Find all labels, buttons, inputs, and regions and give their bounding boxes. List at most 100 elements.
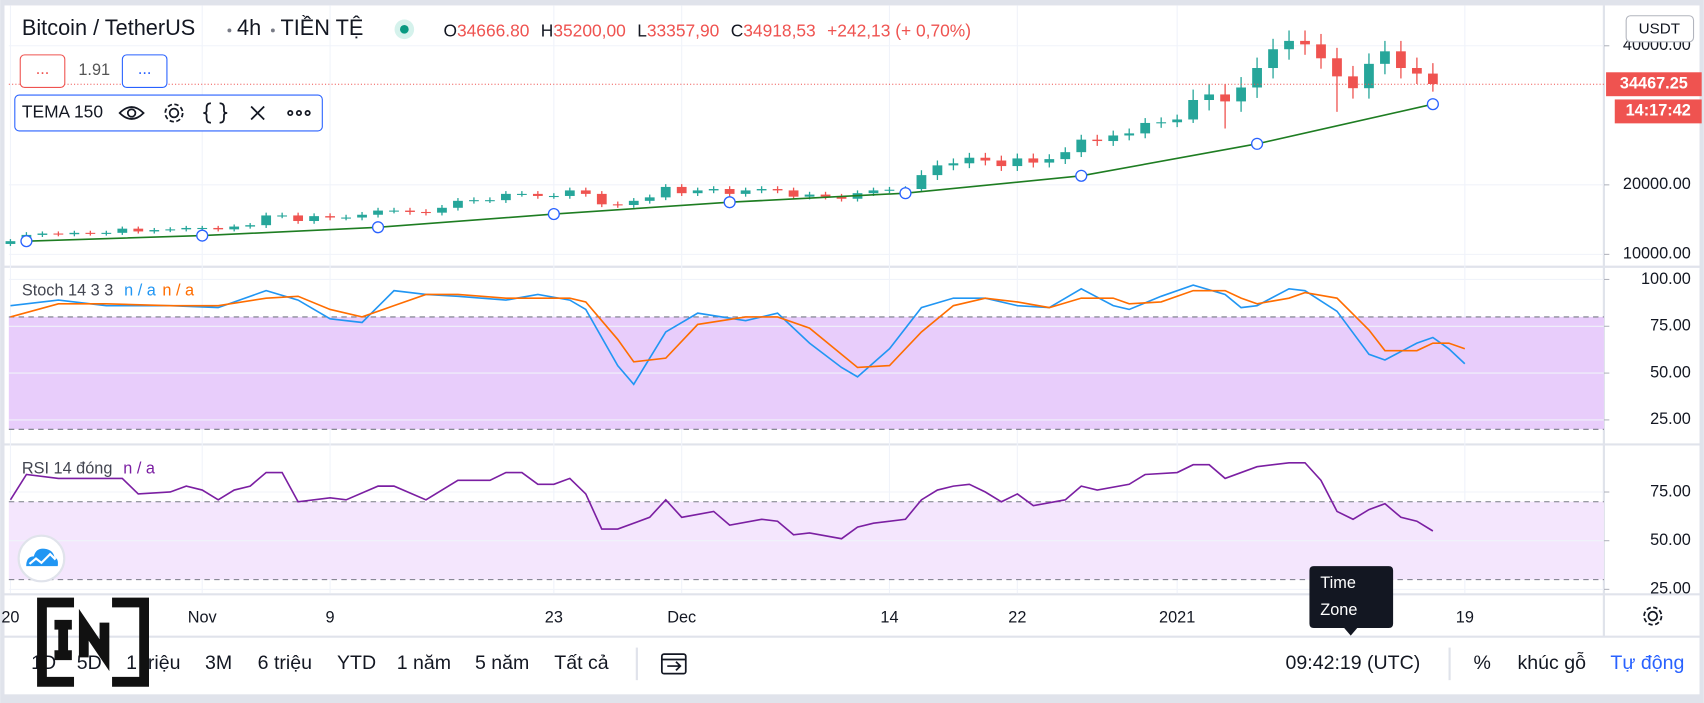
candle-body — [5, 241, 16, 244]
range-button[interactable]: YTD — [337, 652, 376, 674]
candle-body — [453, 200, 463, 208]
candle-body — [149, 230, 160, 232]
range-button[interactable]: 6 triệu — [258, 652, 312, 674]
candle-body — [309, 216, 319, 222]
range-button[interactable]: 5 năm — [475, 652, 529, 674]
legend-icons[interactable] — [126, 108, 137, 118]
candle-body — [1220, 94, 1230, 102]
candle-body — [740, 190, 751, 194]
clock[interactable]: 09:42:19 (UTC) — [1286, 652, 1421, 674]
candle-body — [101, 232, 112, 234]
separator-dot — [270, 28, 275, 33]
indicator-button-label[interactable]: ... — [138, 60, 152, 78]
indicator-button[interactable] — [19, 54, 66, 89]
candle-body — [644, 197, 655, 201]
candle-body — [293, 215, 304, 222]
ohlc-value: 35200,00 — [553, 20, 625, 40]
range-button[interactable]: 5D — [77, 652, 102, 674]
currency[interactable]: USDT — [1639, 20, 1680, 37]
candle-body — [1332, 58, 1342, 77]
ohlc-key: H — [541, 20, 554, 40]
series-marker — [899, 187, 912, 200]
series-marker — [547, 207, 560, 221]
candle-body — [708, 189, 719, 191]
series-line — [9, 461, 1434, 540]
series-marker — [1250, 137, 1264, 150]
y-tick-label: 100.00 — [1641, 270, 1691, 288]
candle-body — [1076, 139, 1087, 153]
candle-body — [373, 210, 383, 215]
percent-toggle[interactable]: % — [1474, 652, 1491, 674]
market: TIỀN TỆ — [280, 15, 363, 40]
x-tick-label: 14 — [880, 609, 898, 627]
legend-icons[interactable] — [118, 102, 311, 124]
series-line — [10, 284, 1466, 386]
legend-label: TEMA 150 — [22, 102, 103, 122]
candle-body — [437, 207, 447, 213]
candle-body — [53, 233, 64, 235]
candle-body — [948, 163, 959, 166]
range-button[interactable]: Tất cả — [554, 652, 608, 674]
x-tick-label: 20 — [1, 609, 19, 627]
indicator-title: Stoch 14 3 3 — [22, 281, 113, 299]
candle-body — [676, 186, 687, 194]
legend-icons[interactable] — [250, 105, 265, 121]
watermark-logo — [112, 597, 150, 687]
legend-icons[interactable] — [164, 103, 184, 123]
candle-body — [1060, 152, 1071, 160]
candle-body — [1124, 133, 1135, 136]
settings-icon[interactable] — [1643, 606, 1663, 626]
candle-body — [516, 193, 527, 195]
settings-icon[interactable] — [1643, 606, 1663, 626]
x-tick-label: Nov — [188, 609, 218, 627]
candle-body — [405, 210, 415, 212]
legend-icons[interactable] — [219, 102, 228, 124]
indicator-button-label[interactable]: ... — [36, 60, 50, 78]
series-marker — [1426, 98, 1439, 111]
candle-body — [357, 214, 367, 218]
candle-body — [756, 189, 767, 191]
auto-toggle[interactable]: Tự động — [1610, 652, 1684, 674]
candle-body — [1172, 119, 1183, 123]
y-tick-label: 50.00 — [1650, 531, 1691, 549]
indicator-title: RSI 14 đóng — [22, 460, 113, 478]
range-button[interactable]: 1 triệu — [126, 652, 180, 674]
candle-body — [501, 193, 511, 201]
legend-icons[interactable] — [287, 109, 294, 117]
range-button[interactable]: 1 năm — [397, 652, 451, 674]
candle-body — [1412, 68, 1422, 74]
date-range-icon[interactable] — [660, 653, 687, 675]
candle-body — [1284, 40, 1294, 50]
candle-body — [628, 200, 639, 206]
candle-body — [548, 195, 559, 198]
legend-icons[interactable] — [168, 107, 180, 119]
interval[interactable]: 4h — [237, 15, 261, 40]
y-tick-label: 25.00 — [1650, 410, 1691, 428]
series-line — [10, 289, 1466, 369]
legend-icons[interactable] — [295, 109, 302, 117]
candle-body — [868, 190, 879, 194]
watermark-logo — [37, 597, 150, 687]
status-dot — [399, 24, 409, 34]
candle-body — [788, 190, 799, 197]
candle-body — [1252, 68, 1262, 88]
tooltip-text: Zone — [1320, 601, 1357, 619]
legend-icons[interactable] — [304, 109, 311, 117]
ohlc-value: 34666.80 — [457, 20, 529, 40]
log-toggle[interactable]: khúc gỗ — [1518, 651, 1587, 674]
legend-box[interactable] — [14, 94, 323, 132]
legend-icons[interactable] — [203, 102, 211, 124]
y-tick-label: 10000.00 — [1623, 245, 1691, 263]
ohlc-value: 33357,90 — [647, 20, 719, 40]
candle-body — [964, 157, 975, 164]
legend-icons[interactable] — [118, 106, 145, 120]
date-range-icon[interactable] — [660, 653, 687, 675]
date-range-icon[interactable] — [667, 661, 682, 672]
candle-body — [117, 228, 128, 233]
candle-body — [996, 160, 1007, 167]
currency-box[interactable] — [1625, 15, 1695, 43]
indicator-button[interactable] — [121, 54, 168, 89]
settings-icon[interactable] — [1647, 610, 1659, 622]
range-button[interactable]: 3M — [205, 652, 232, 674]
